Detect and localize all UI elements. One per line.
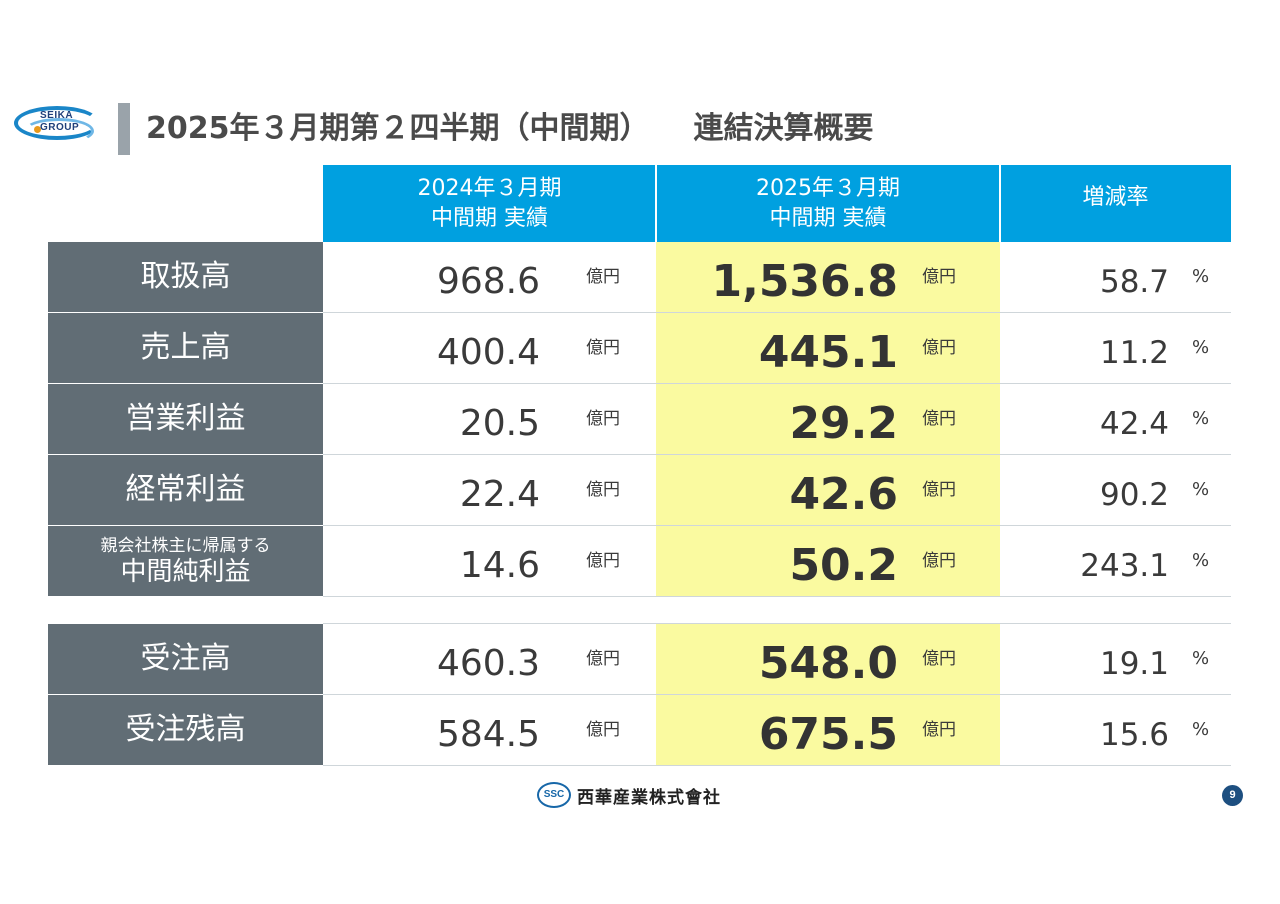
- table-row: 経常利益 22.4 億円 42.6 億円 90.2%: [48, 455, 1231, 526]
- row-label: 売上高: [48, 313, 323, 383]
- row-divider: [323, 454, 1231, 455]
- current-unit: 億円: [922, 720, 956, 740]
- row-divider: [323, 765, 1231, 766]
- current-unit: 億円: [922, 480, 956, 500]
- title-accent-bar: [118, 103, 130, 155]
- percent-unit: %: [1192, 648, 1210, 669]
- percent-unit: %: [1192, 337, 1210, 358]
- logo-gear-icon: [34, 126, 41, 133]
- prev-unit: 億円: [586, 267, 620, 287]
- row-label: 取扱高: [48, 242, 323, 312]
- header-divider: [655, 165, 657, 242]
- prev-unit: 億円: [586, 409, 620, 429]
- row-divider: [323, 312, 1231, 313]
- header-current-period: 2025年３月期 中間期 実績: [656, 165, 1000, 242]
- prev-value: 22.4: [459, 474, 540, 515]
- current-value: 675.5: [758, 709, 898, 760]
- header-cur-line1: 2025年３月期: [756, 175, 900, 201]
- prev-value: 400.4: [436, 332, 540, 373]
- header-divider: [999, 165, 1001, 242]
- seika-group-logo: SEIKA GROUP: [14, 104, 104, 152]
- current-value: 548.0: [758, 638, 898, 689]
- ssc-mark: SSC: [537, 782, 571, 808]
- change-rate-value: 58.7: [1099, 264, 1169, 300]
- change-rate-value: 15.6: [1099, 717, 1169, 753]
- prev-unit: 億円: [586, 720, 620, 740]
- row-divider: [323, 596, 1231, 597]
- row-divider: [323, 694, 1231, 695]
- row-label: 営業利益: [48, 384, 323, 454]
- table-row: 受注残高 584.5 億円 675.5 億円 15.6%: [48, 695, 1231, 766]
- percent-unit: %: [1192, 550, 1210, 571]
- prev-value: 460.3: [436, 643, 540, 684]
- current-period-highlight: [656, 526, 1000, 596]
- table-row: 売上高 400.4 億円 445.1 億円 11.2%: [48, 313, 1231, 384]
- prev-value: 20.5: [459, 403, 540, 444]
- footer-company-logo: SSC 西華産業株式會社: [537, 782, 721, 808]
- current-period-highlight: [656, 695, 1000, 765]
- prev-unit: 億円: [586, 551, 620, 571]
- current-value: 42.6: [789, 469, 898, 520]
- change-rate-value: 11.2: [1099, 335, 1169, 371]
- percent-unit: %: [1192, 479, 1210, 500]
- row-label: 受注高: [48, 624, 323, 694]
- prev-unit: 億円: [586, 649, 620, 669]
- current-period-highlight: [656, 242, 1000, 312]
- change-rate-value: 19.1: [1099, 646, 1169, 682]
- percent-unit: %: [1192, 719, 1210, 740]
- change-rate-value: 90.2: [1099, 477, 1169, 513]
- current-value: 29.2: [789, 398, 898, 449]
- current-unit: 億円: [922, 551, 956, 571]
- page-title: 2025年３月期第２四半期（中間期） 連結決算概要: [146, 106, 874, 152]
- change-rate-value: 243.1: [1080, 548, 1169, 584]
- prev-value: 584.5: [436, 714, 540, 755]
- prev-unit: 億円: [586, 480, 620, 500]
- current-period-highlight: [656, 384, 1000, 454]
- table-row: 取扱高 968.6 億円 1,536.8 億円 58.7%: [48, 242, 1231, 313]
- percent-unit: %: [1192, 408, 1210, 429]
- header-prev-period: 2024年３月期 中間期 実績: [323, 165, 656, 242]
- header-rate-label: 増減率: [1082, 185, 1149, 210]
- current-unit: 億円: [922, 409, 956, 429]
- current-value: 445.1: [758, 327, 898, 378]
- company-name: 西華産業株式會社: [577, 787, 721, 808]
- row-divider: [323, 383, 1231, 384]
- row-label-text: 中間純利益: [120, 557, 251, 587]
- current-value: 50.2: [789, 540, 898, 591]
- header-change-rate: 増減率: [1000, 165, 1231, 242]
- logo-ring-inner: [24, 118, 94, 144]
- current-period-highlight: [656, 624, 1000, 694]
- row-divider: [323, 525, 1231, 526]
- row-label-prefix: 親会社株主に帰属する: [100, 536, 271, 556]
- row-label: 受注残高: [48, 695, 323, 765]
- current-unit: 億円: [922, 338, 956, 358]
- percent-unit: %: [1192, 266, 1210, 287]
- current-unit: 億円: [922, 649, 956, 669]
- page-title-sub: 連結決算概要: [693, 111, 874, 146]
- change-rate-value: 42.4: [1099, 406, 1169, 442]
- prev-unit: 億円: [586, 338, 620, 358]
- table-row: 営業利益 20.5 億円 29.2 億円 42.4%: [48, 384, 1231, 455]
- row-label: 経常利益: [48, 455, 323, 525]
- current-value: 1,536.8: [711, 256, 898, 307]
- block-divider: [323, 623, 1231, 624]
- logo-text: SEIKA GROUP: [40, 110, 80, 133]
- current-period-highlight: [656, 455, 1000, 525]
- header-prev-line2: 中間期 実績: [431, 205, 548, 231]
- table-row: 親会社株主に帰属する 中間純利益 14.6 億円 50.2 億円 243.1%: [48, 526, 1231, 597]
- current-period-highlight: [656, 313, 1000, 383]
- page-title-main: 2025年３月期第２四半期（中間期）: [146, 111, 650, 146]
- header-prev-line1: 2024年３月期: [417, 175, 562, 201]
- prev-value: 14.6: [459, 545, 540, 586]
- header-cur-line2: 中間期 実績: [769, 205, 887, 231]
- prev-value: 968.6: [436, 261, 540, 302]
- table-row: 受注高 460.3 億円 548.0 億円 19.1%: [48, 624, 1231, 695]
- page-number: 9: [1222, 785, 1243, 806]
- current-unit: 億円: [922, 267, 956, 287]
- row-label: 親会社株主に帰属する 中間純利益: [48, 526, 323, 596]
